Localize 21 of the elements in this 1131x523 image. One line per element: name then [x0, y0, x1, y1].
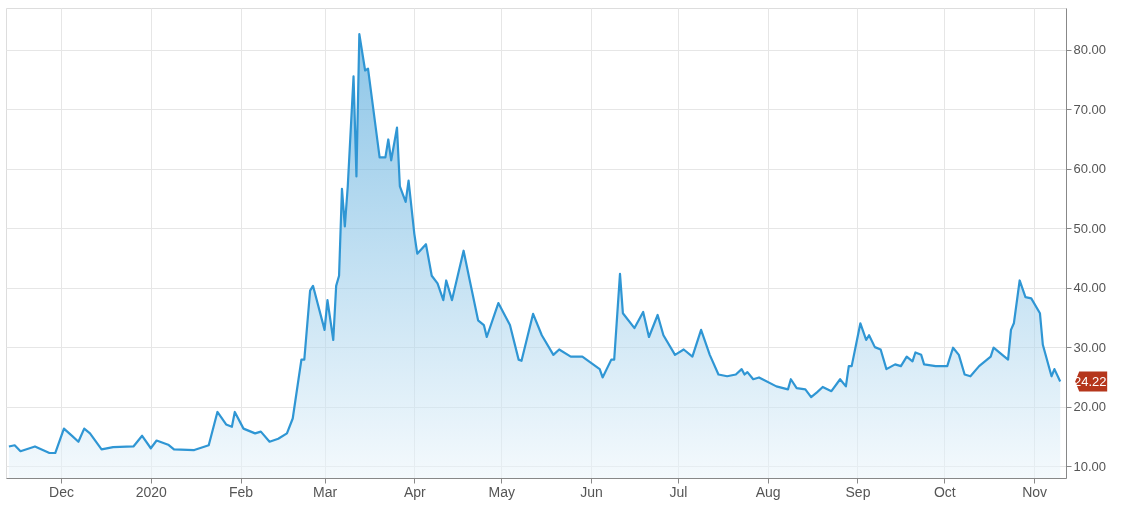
x-tick-label: Apr	[403, 483, 427, 500]
y-tick-label: 80.00	[1073, 42, 1107, 58]
x-tick-label: Nov	[1022, 483, 1048, 500]
y-tick-label: 60.00	[1073, 161, 1107, 177]
x-tick-label: Dec	[49, 483, 74, 500]
y-tick-label: 40.00	[1073, 280, 1107, 296]
x-tick-label: Feb	[229, 483, 254, 500]
y-tick-label: 20.00	[1073, 399, 1107, 415]
x-tick-label: Aug	[755, 483, 781, 500]
x-tick-label: Jun	[580, 483, 603, 500]
annotation: 24.22	[1073, 373, 1107, 389]
x-tick-label: Sep	[845, 483, 871, 500]
x-tick-label: Jul	[669, 483, 688, 500]
x-tick-label: May	[488, 483, 515, 500]
x-tick-label: Oct	[933, 483, 956, 500]
y-tick-label: 30.00	[1073, 339, 1107, 355]
y-tick-label: 50.00	[1073, 220, 1107, 236]
x-tick-label: 2020	[135, 483, 168, 500]
x-tick-label: Mar	[313, 483, 338, 500]
y-tick-label: 70.00	[1073, 101, 1107, 117]
y-tick-label: 10.00	[1073, 458, 1107, 474]
